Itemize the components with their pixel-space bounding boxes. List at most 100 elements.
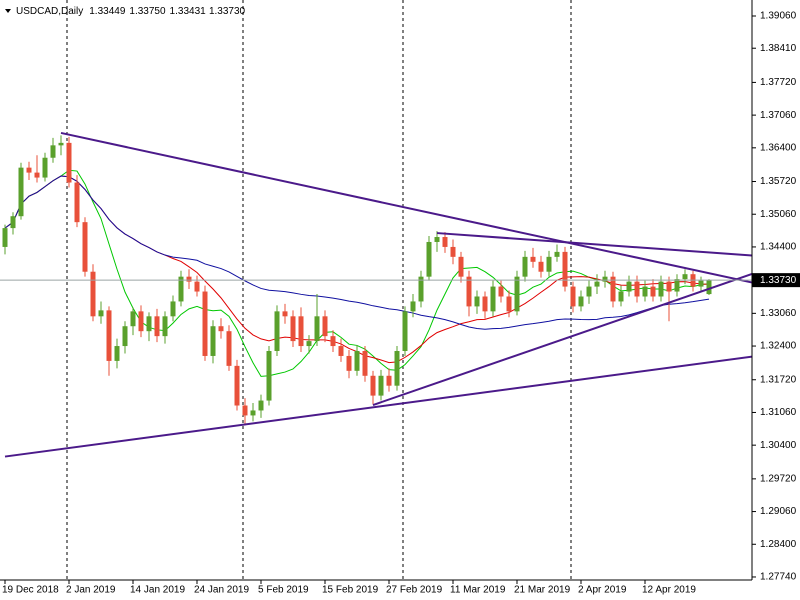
- candle-body: [626, 281, 632, 292]
- candle-body: [250, 410, 256, 416]
- y-tick-label: 1.31720: [760, 374, 797, 385]
- x-tick-label: 21 Mar 2019: [514, 585, 571, 596]
- candle-body: [650, 286, 656, 297]
- candle-body: [130, 311, 136, 327]
- candle-body: [266, 351, 272, 401]
- x-tick-label: 27 Feb 2019: [386, 585, 443, 596]
- x-tick-label: 2 Apr 2019: [578, 585, 627, 596]
- candle-body: [178, 276, 184, 302]
- x-tick-label: 24 Jan 2019: [194, 585, 249, 596]
- close: 1.33730: [209, 6, 246, 17]
- candle-body: [410, 301, 416, 312]
- header: USDCAD,Daily 1.33449 1.33750 1.33431 1.33730: [16, 6, 246, 17]
- candle-body: [698, 280, 704, 287]
- candle-body: [658, 281, 664, 297]
- candle-body: [282, 311, 288, 317]
- y-tick-label: 1.29720: [760, 473, 797, 484]
- candle-body: [570, 286, 576, 307]
- plot-area: [0, 131, 752, 458]
- current-price-label: 1.33730: [760, 275, 797, 286]
- candle-body: [2, 228, 8, 247]
- candle-body: [98, 310, 104, 317]
- candle-body: [162, 316, 168, 337]
- candle-body: [706, 280, 712, 295]
- symbol: USDCAD,Daily: [16, 6, 83, 17]
- x-tick-label: 12 Apr 2019: [642, 585, 696, 596]
- candle-body: [18, 167, 24, 217]
- candle-body: [594, 281, 600, 287]
- candle-body: [298, 316, 304, 347]
- trendline: [4, 355, 752, 458]
- candle-body: [42, 157, 48, 178]
- candle-body: [82, 222, 88, 272]
- y-tick-label: 1.31060: [760, 407, 797, 418]
- candle-body: [490, 286, 496, 312]
- candle-body: [418, 276, 424, 302]
- trendline: [372, 272, 752, 406]
- candle-body: [634, 281, 640, 297]
- y-tick-label: 1.38410: [760, 43, 797, 54]
- y-tick-label: 1.30400: [760, 440, 797, 451]
- candle-body: [482, 296, 488, 312]
- candle-body: [538, 261, 544, 272]
- candle-body: [66, 142, 72, 183]
- moving-average: [4, 175, 710, 330]
- candle-body: [674, 279, 680, 292]
- trendline: [60, 131, 752, 284]
- candle-body: [306, 341, 312, 347]
- menu-arrow[interactable]: [5, 9, 11, 13]
- candle-body: [242, 405, 248, 416]
- y-tick-label: 1.34400: [760, 242, 797, 253]
- y-tick-label: 1.35060: [760, 209, 797, 220]
- candle-body: [554, 251, 560, 257]
- y-tick-label: 1.36400: [760, 142, 797, 153]
- candle-body: [338, 346, 344, 356]
- candle-body: [138, 311, 144, 332]
- candle-body: [154, 316, 160, 337]
- candle-body: [610, 276, 616, 302]
- candle-body: [26, 167, 32, 173]
- x-tick-label: 14 Jan 2019: [130, 585, 185, 596]
- candle-body: [586, 286, 592, 297]
- candle-body: [370, 375, 376, 396]
- candle-body: [186, 276, 192, 282]
- candle-body: [34, 172, 40, 178]
- candle-body: [58, 142, 64, 146]
- candle-body: [90, 271, 96, 317]
- y-tick-label: 1.28400: [760, 539, 797, 550]
- candle-body: [402, 311, 408, 352]
- y-tick-label: 1.29060: [760, 506, 797, 517]
- candle-body: [394, 351, 400, 386]
- candle-body: [74, 182, 80, 223]
- y-tick-label: 1.37060: [760, 110, 797, 121]
- y-tick-label: 1.39060: [760, 11, 797, 22]
- candle-body: [274, 311, 280, 352]
- candle-body: [258, 400, 264, 411]
- candle-body: [458, 256, 464, 277]
- candle-body: [434, 237, 440, 242]
- candle-body: [170, 301, 176, 317]
- candle-body: [602, 276, 608, 282]
- candle-body: [226, 331, 232, 366]
- candle-body: [522, 256, 528, 277]
- candle-body: [146, 316, 152, 332]
- candle-body: [378, 375, 384, 396]
- candle-body: [562, 251, 568, 287]
- candle-body: [666, 281, 672, 292]
- open: 1.33449: [89, 6, 126, 17]
- candle-body: [618, 291, 624, 302]
- y-tick-label: 1.32400: [760, 341, 797, 352]
- candle-body: [578, 296, 584, 307]
- candle-body: [122, 326, 128, 347]
- candle-body: [386, 375, 392, 386]
- x-tick-label: 11 Mar 2019: [450, 585, 506, 596]
- trendline: [436, 232, 752, 257]
- candle-body: [194, 281, 200, 292]
- x-tick-label: 19 Dec 2018: [2, 585, 59, 596]
- candle-body: [506, 296, 512, 312]
- candle-body: [50, 145, 56, 158]
- candle-body: [234, 365, 240, 406]
- candle-body: [466, 276, 472, 307]
